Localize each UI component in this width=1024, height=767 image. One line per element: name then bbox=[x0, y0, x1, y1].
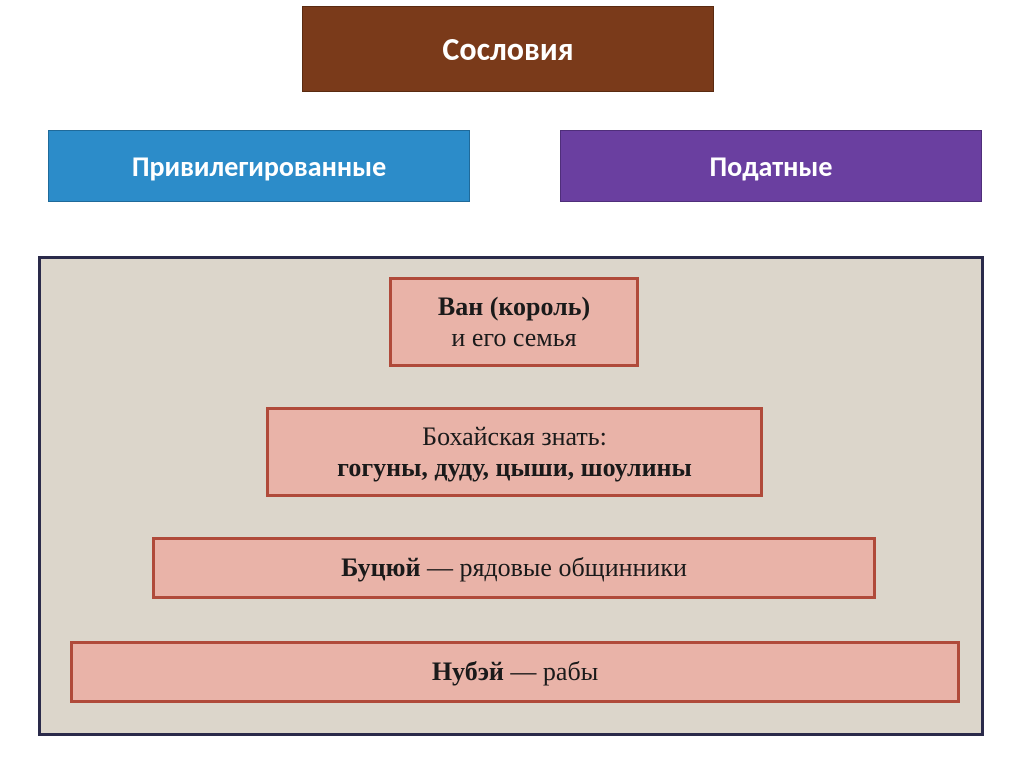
title-box: Сословия bbox=[302, 6, 714, 92]
pyramid-level-2: Бохайская знать:гогуны, дуду, цыши, шоул… bbox=[266, 407, 763, 497]
pyramid-level-line: гогуны, дуду, цыши, шоулины bbox=[337, 452, 692, 483]
category-privileged: Привилегированные bbox=[48, 130, 470, 202]
pyramid-level-line: Нубэй — рабы bbox=[432, 656, 598, 687]
pyramid-level-4: Нубэй — рабы bbox=[70, 641, 960, 703]
category-privileged-text: Привилегированные bbox=[132, 149, 386, 184]
pyramid-level-line: Ван (король) bbox=[438, 291, 590, 322]
pyramid-frame: Ван (король)и его семья Бохайская знать:… bbox=[38, 256, 984, 736]
pyramid-level-3: Буцюй — рядовые общинники bbox=[152, 537, 876, 599]
pyramid-level-line: Бохайская знать: bbox=[422, 421, 607, 452]
category-taxable: Податные bbox=[560, 130, 982, 202]
pyramid-level-1: Ван (король)и его семья bbox=[389, 277, 639, 367]
pyramid-level-line: и его семья bbox=[451, 322, 576, 353]
title-text: Сословия bbox=[442, 30, 573, 69]
category-taxable-text: Податные bbox=[710, 149, 833, 184]
pyramid-level-line: Буцюй — рядовые общинники bbox=[341, 552, 687, 583]
